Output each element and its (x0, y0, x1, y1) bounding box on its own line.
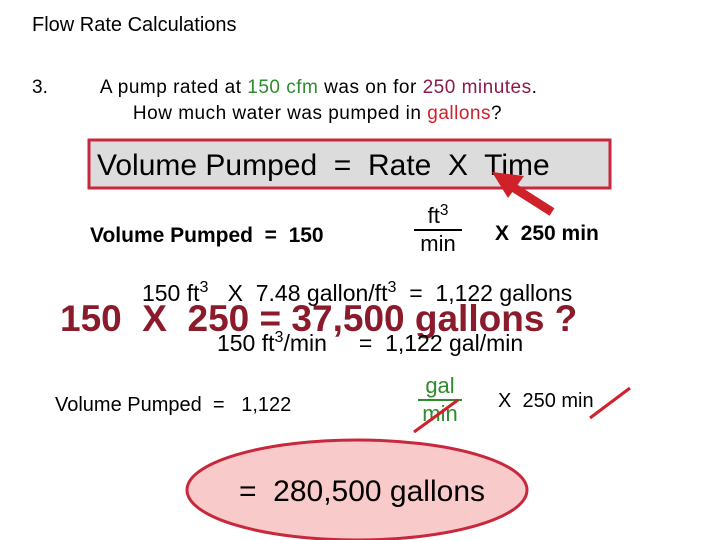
text: . (532, 77, 538, 98)
text: X 7.48 gallon/ft (208, 280, 388, 306)
problem-line: How much water was pumped in gallons? (104, 103, 519, 124)
cancel-line (413, 398, 459, 434)
text: 150 ft (142, 280, 200, 306)
unit: gallons (427, 103, 491, 124)
numerator: ft3 (428, 202, 449, 229)
superscript: 3 (275, 328, 284, 346)
arrow-shaft (505, 180, 555, 216)
unit: min (561, 390, 593, 412)
formula-box (87, 138, 612, 190)
text: X 250 (498, 390, 561, 412)
arrow (492, 172, 555, 216)
equation-rhs: X 250 min (495, 222, 599, 245)
text: How much water was pumped in (133, 103, 427, 124)
text: 150 ft (217, 330, 275, 356)
text: = 1,122 gallons (396, 280, 572, 306)
result: = 280,500 gallons (239, 475, 485, 508)
denominator: min (420, 231, 455, 256)
equation-lhs: Volume Pumped = 1,122 (55, 394, 291, 416)
text: ? (491, 103, 502, 124)
superscript: 3 (387, 278, 396, 296)
problem-number: 3. (32, 77, 48, 98)
problem-line: A pump rated at 150 cfm was on for 250 m… (72, 77, 555, 98)
time: 250 minutes (423, 77, 532, 98)
result-ellipse (185, 438, 529, 540)
superscript: 3 (200, 278, 209, 296)
rate: 150 cfm (247, 77, 318, 98)
cancel-line (589, 386, 631, 420)
superscript: 3 (440, 202, 449, 219)
equation-rhs: X 250 min (498, 390, 594, 412)
arrow-head (492, 172, 524, 198)
text: was on for (318, 77, 422, 98)
numerator: gal (425, 373, 454, 398)
conversion: 150 ft3 X 7.48 gallon/ft3 = 1,122 gallon… (110, 278, 591, 306)
unit: ft (428, 203, 440, 228)
text: /min = 1,122 gal/min (283, 330, 523, 356)
equation-lhs: Volume Pumped = 150 (90, 224, 324, 247)
flow-rate: 150 ft3/min = 1,122 gal/min (185, 328, 542, 356)
overlay-calculation: 150 X 250 = 37,500 gallons ? (60, 298, 577, 339)
formula: Volume Pumped = Rate X Time (97, 149, 550, 182)
slide-title: Flow Rate Calculations (32, 14, 237, 36)
text: A pump rated at (100, 77, 247, 98)
